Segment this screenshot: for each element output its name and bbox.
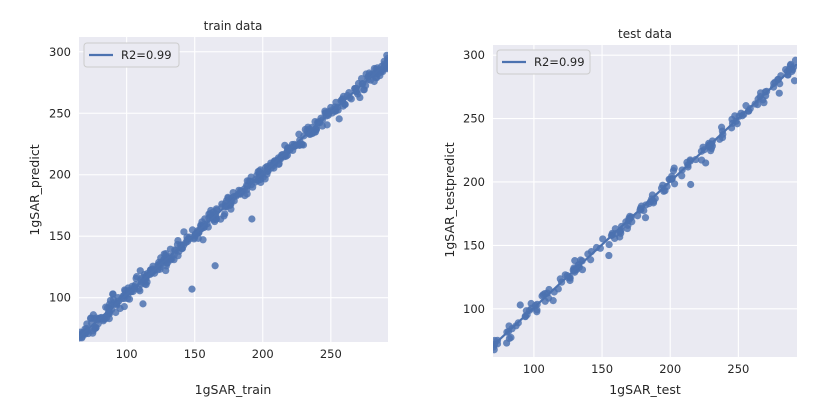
test-data-point xyxy=(670,180,679,188)
test-y-tick-label: 100 xyxy=(463,302,485,316)
train-data-point xyxy=(86,314,95,323)
train-data-point xyxy=(383,51,388,59)
test-y-tick-label: 200 xyxy=(463,175,485,189)
train-legend: R2=0.99 xyxy=(83,42,180,68)
train-data-point xyxy=(180,228,188,236)
train-data-point xyxy=(162,249,170,258)
test-x-tick-label: 250 xyxy=(727,362,749,376)
train-x-tick-label: 250 xyxy=(320,347,342,361)
train-y-tick-label: 100 xyxy=(49,291,71,305)
train-x-tick-label: 100 xyxy=(116,347,138,361)
train-y-tick-label: 250 xyxy=(49,106,71,120)
test-outlier-point xyxy=(503,339,511,347)
test-x-tick-label: 200 xyxy=(659,362,681,376)
train-outlier-point xyxy=(139,300,147,308)
test-data-point xyxy=(790,77,797,85)
train-y-ticks: 100 150 200 250 300 xyxy=(49,45,71,305)
test-y-tick-label: 300 xyxy=(463,48,485,62)
train-data-point xyxy=(124,284,132,292)
train-outlier-point xyxy=(211,262,219,270)
train-legend-box xyxy=(83,42,180,68)
train-data-point xyxy=(311,128,320,136)
train-fit-line-group xyxy=(79,60,388,338)
train-data-point xyxy=(301,125,309,134)
train-data-point xyxy=(116,304,124,313)
train-x-tick-label: 200 xyxy=(252,347,274,361)
test-title: test data xyxy=(618,27,672,41)
test-outlier-point xyxy=(516,301,524,309)
test-y-axis-label: 1gSAR_testpredict xyxy=(442,142,457,257)
test-x-tick-label: 150 xyxy=(591,362,613,376)
test-data-point xyxy=(611,234,619,243)
test-y-ticks: 100 150 200 250 300 xyxy=(463,48,485,316)
test-data-point xyxy=(578,266,587,274)
test-legend-box xyxy=(496,49,591,75)
test-data-point xyxy=(669,167,678,175)
train-data-point xyxy=(125,295,134,303)
test-outlier-point xyxy=(702,159,710,167)
train-x-axis-label: 1gSAR_train xyxy=(195,382,272,397)
train-y-tick-label: 300 xyxy=(49,45,71,59)
train-outlier-point xyxy=(109,290,117,298)
train-data-point xyxy=(206,209,214,218)
train-outlier-point xyxy=(188,285,196,293)
test-legend-label: R2=0.99 xyxy=(534,55,585,69)
test-fit-line-group xyxy=(493,63,797,347)
train-data-point xyxy=(335,115,343,123)
train-title: train data xyxy=(204,19,263,33)
test-data-point xyxy=(678,172,686,180)
test-data-point xyxy=(605,240,613,249)
train-y-tick-label: 200 xyxy=(49,168,71,182)
train-legend-label: R2=0.99 xyxy=(121,48,172,62)
train-y-axis-label: 1gSAR_predict xyxy=(27,144,42,235)
test-data-point xyxy=(623,224,631,233)
test-data-point xyxy=(493,346,498,354)
test-data-point xyxy=(507,333,515,342)
train-outlier-point xyxy=(136,267,144,275)
test-data-point xyxy=(641,214,650,222)
test-outlier-point xyxy=(571,257,579,265)
train-data-point xyxy=(281,141,289,149)
test-outlier-point xyxy=(687,180,695,189)
train-outlier-point xyxy=(248,215,256,223)
train-data-point xyxy=(295,130,303,138)
test-plot-background xyxy=(493,45,797,357)
train-data-point xyxy=(136,287,144,295)
test-data-point xyxy=(637,202,646,210)
train-x-tick-label: 150 xyxy=(184,347,206,361)
train-data-point xyxy=(255,167,263,175)
train-data-point xyxy=(222,196,231,205)
test-data-point xyxy=(549,297,557,305)
test-outlier-point xyxy=(775,89,783,97)
test-outlier-point xyxy=(605,251,613,260)
test-legend: R2=0.99 xyxy=(496,49,591,75)
train-data-point xyxy=(106,300,114,308)
test-y-tick-label: 250 xyxy=(463,112,485,126)
train-data-point xyxy=(356,93,364,102)
train-data-point xyxy=(133,273,141,281)
test-data-point xyxy=(760,99,768,107)
test-x-ticks: 100 150 200 250 xyxy=(523,362,749,376)
test-data-point xyxy=(692,155,700,164)
test-data-point xyxy=(791,56,797,64)
test-data-point xyxy=(788,66,797,74)
train-y-tick-label: 150 xyxy=(49,229,71,243)
train-data-point xyxy=(220,212,228,220)
train-data-point xyxy=(353,87,361,96)
test-fit-line xyxy=(493,63,797,347)
test-plot-panel: 100 150 200 250 100 150 200 250 300 test data 1… xyxy=(442,27,797,397)
test-y-tick-label: 150 xyxy=(463,238,485,252)
train-x-ticks: 100 150 200 250 xyxy=(116,347,342,361)
test-x-axis-label: 1gSAR_test xyxy=(609,382,681,397)
test-data-point xyxy=(599,235,607,243)
train-fit-line xyxy=(79,60,388,338)
test-x-tick-label: 100 xyxy=(523,362,545,376)
